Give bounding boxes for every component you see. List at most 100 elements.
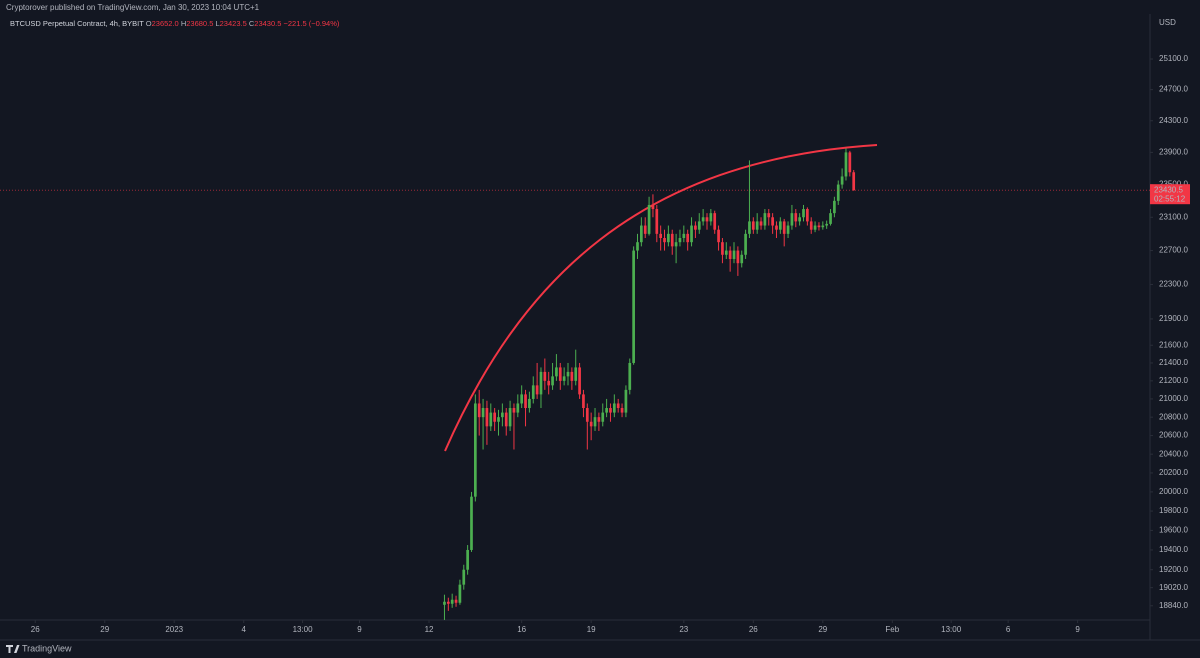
candle-body xyxy=(825,223,829,226)
x-tick-label: 9 xyxy=(1075,625,1080,634)
legend-value: 23423.5 xyxy=(220,19,247,28)
candle-body xyxy=(446,601,450,604)
candle-body xyxy=(786,225,790,234)
candle-body xyxy=(578,367,581,395)
x-tick-label: 26 xyxy=(31,625,40,634)
candle-body xyxy=(497,417,500,422)
y-tick-label: 20800.0 xyxy=(1159,412,1188,421)
candle-body xyxy=(508,408,512,427)
y-tick-label: 25100.0 xyxy=(1159,54,1188,63)
x-tick-label: 23 xyxy=(679,625,688,634)
candle-body xyxy=(593,417,597,427)
candle-body xyxy=(520,394,524,404)
y-tick-label: 21000.0 xyxy=(1159,394,1188,403)
candle-body xyxy=(504,412,508,427)
candle-body xyxy=(551,376,554,386)
candle-body xyxy=(844,152,848,177)
candle-body xyxy=(701,217,705,222)
candle-body xyxy=(539,371,543,395)
candle-body xyxy=(771,217,774,226)
candle-body xyxy=(528,398,531,409)
candle-body xyxy=(620,408,624,413)
candle-body xyxy=(740,254,744,264)
y-tick-label: 23100.0 xyxy=(1159,212,1188,221)
legend-value: 23680.5 xyxy=(186,19,213,28)
candle-body xyxy=(555,367,558,377)
candle-body xyxy=(755,221,759,230)
footer-logo xyxy=(6,645,20,653)
candle-body xyxy=(678,238,682,243)
y-tick-label: 21600.0 xyxy=(1159,340,1188,349)
candle-body xyxy=(558,367,562,381)
candle-body xyxy=(443,601,446,605)
y-tick-label: 23900.0 xyxy=(1159,147,1188,156)
candle-body xyxy=(543,371,547,381)
candle-body xyxy=(833,200,836,214)
candle-body xyxy=(562,376,566,381)
candle-body xyxy=(813,225,817,230)
candle-body xyxy=(570,371,574,381)
candle-body xyxy=(516,403,520,413)
y-tick-label: 23500.0 xyxy=(1159,180,1188,189)
y-tick-label: 19020.0 xyxy=(1159,583,1188,592)
candle-body xyxy=(728,250,732,259)
candle-body xyxy=(462,569,466,585)
candle-body xyxy=(697,221,701,230)
candle-body xyxy=(744,233,747,255)
y-tick-label: 21400.0 xyxy=(1159,358,1188,367)
y-tick-label: 19400.0 xyxy=(1159,545,1188,554)
candle-body xyxy=(721,242,724,255)
candle-body xyxy=(589,421,593,427)
x-tick-label: 13:00 xyxy=(293,625,314,634)
candle-body xyxy=(682,233,686,239)
candle-body xyxy=(566,371,570,377)
price-tag-countdown: 02:55:12 xyxy=(1154,194,1186,203)
y-tick-label: 22300.0 xyxy=(1159,280,1188,289)
y-tick-label: 19200.0 xyxy=(1159,565,1188,574)
y-tick-label: 20200.0 xyxy=(1159,468,1188,477)
y-tick-label: 19600.0 xyxy=(1159,526,1188,535)
candle-body xyxy=(493,412,497,422)
x-tick-label: 4 xyxy=(241,625,246,634)
legend-value: 23652.0 xyxy=(152,19,179,28)
footer-brand: TradingView xyxy=(22,643,72,653)
y-tick-label: 22700.0 xyxy=(1159,246,1188,255)
candle-body xyxy=(840,176,844,185)
candle-body xyxy=(466,549,469,570)
candle-body xyxy=(748,221,751,234)
price-axis-unit: USD xyxy=(1159,18,1176,27)
y-tick-label: 24300.0 xyxy=(1159,116,1188,125)
y-tick-label: 20600.0 xyxy=(1159,431,1188,440)
candle-body xyxy=(512,408,516,413)
candle-body xyxy=(547,380,551,386)
y-tick-label: 20400.0 xyxy=(1159,449,1188,458)
candle-body xyxy=(636,242,639,251)
candle-body xyxy=(473,403,477,497)
candle-body xyxy=(481,408,485,418)
candle-body xyxy=(694,225,697,230)
candle-body xyxy=(713,213,717,230)
candle-body xyxy=(524,394,527,409)
candle-body xyxy=(609,408,612,413)
candle-body xyxy=(477,403,481,418)
candle-body xyxy=(821,225,825,228)
candle-body xyxy=(667,233,670,243)
price-tag-price: 23430.5 xyxy=(1154,185,1183,194)
candle-body xyxy=(485,408,489,427)
candle-body xyxy=(670,233,674,247)
x-tick-label: 13:00 xyxy=(941,625,962,634)
candle-body xyxy=(782,221,786,234)
candle-body xyxy=(778,221,782,230)
legend-key: O xyxy=(146,19,152,28)
candle-body xyxy=(454,599,458,603)
x-tick-label: 19 xyxy=(587,625,596,634)
x-tick-label: 9 xyxy=(357,625,362,634)
y-tick-label: 20000.0 xyxy=(1159,487,1188,496)
y-tick-label: 21900.0 xyxy=(1159,314,1188,323)
candle-body xyxy=(640,225,643,243)
candle-body xyxy=(605,408,608,413)
candle-body xyxy=(628,362,632,390)
candle-body xyxy=(794,213,798,222)
x-tick-label: 29 xyxy=(818,625,827,634)
